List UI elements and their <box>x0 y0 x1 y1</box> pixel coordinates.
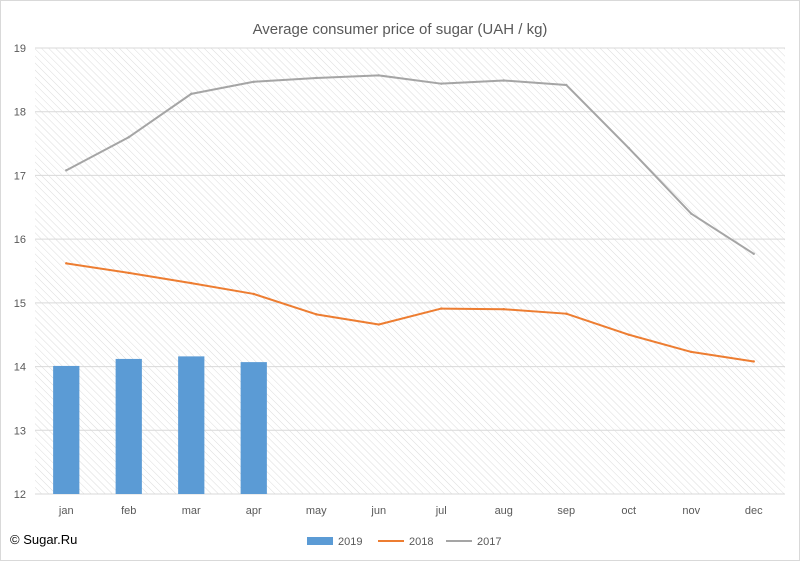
point-2018 <box>565 312 568 315</box>
point-2017 <box>315 76 318 80</box>
point-2017 <box>627 146 630 150</box>
bar-2019 <box>115 358 142 494</box>
point-2017 <box>440 82 443 85</box>
credit-text: © Sugar.Ru <box>10 532 78 547</box>
x-tick-label: dec <box>745 505 763 517</box>
point-2017 <box>252 80 255 83</box>
point-2018 <box>252 292 255 296</box>
y-tick-label: 15 <box>14 298 26 310</box>
x-axis-ticks: jan feb mar apr may jun jul aug sep oct nov dec <box>58 505 763 517</box>
y-tick-label: 17 <box>14 170 26 182</box>
line-2017 <box>65 74 755 255</box>
bar-2019 <box>53 365 80 494</box>
x-tick-label: jan <box>58 505 74 517</box>
x-tick-label: jun <box>370 505 386 517</box>
legend-label-2017: 2017 <box>477 536 501 548</box>
x-tick-label: nov <box>682 505 700 517</box>
point-2017 <box>190 92 193 96</box>
point-2017 <box>752 252 755 255</box>
point-2018 <box>690 350 693 354</box>
bar-series <box>53 356 267 494</box>
y-tick-label: 16 <box>14 234 26 246</box>
line-2018 <box>66 262 754 363</box>
x-tick-label: mar <box>182 505 201 517</box>
chart-title: Average consumer price of sugar (UAH / k… <box>253 21 548 38</box>
point-2018 <box>65 262 68 265</box>
gridlines <box>35 47 785 495</box>
point-2018 <box>315 313 318 316</box>
legend-label-2019: 2019 <box>338 536 362 548</box>
y-tick-label: 19 <box>14 43 26 55</box>
legend-label-2018: 2018 <box>409 536 433 548</box>
x-tick-label: feb <box>121 505 136 517</box>
point-2018 <box>627 333 630 336</box>
point-2017 <box>565 83 568 87</box>
x-tick-label: jul <box>435 505 447 517</box>
plot-area <box>35 48 785 494</box>
y-axis-ticks: 12 13 14 15 16 17 18 19 <box>14 43 26 501</box>
point-2017 <box>502 79 505 82</box>
point-2018 <box>502 308 505 311</box>
point-2018 <box>440 307 443 310</box>
point-2017 <box>65 169 68 172</box>
legend: 2019 2018 2017 <box>307 536 501 548</box>
point-2018 <box>377 323 380 326</box>
y-tick-label: 14 <box>14 362 26 374</box>
legend-swatch-2019 <box>307 537 333 545</box>
point-2017 <box>127 136 130 139</box>
x-tick-label: aug <box>495 505 513 517</box>
x-tick-label: sep <box>557 505 575 517</box>
point-2018 <box>190 281 193 285</box>
point-2017 <box>690 212 693 215</box>
point-2017 <box>377 74 380 77</box>
line-series <box>65 74 755 363</box>
x-tick-label: may <box>306 505 327 517</box>
x-tick-label: oct <box>621 505 636 517</box>
y-tick-label: 13 <box>14 425 26 437</box>
bar-2019 <box>240 362 267 494</box>
point-2018 <box>752 360 755 363</box>
y-tick-label: 18 <box>14 107 26 119</box>
point-2018 <box>127 271 130 275</box>
x-tick-label: apr <box>246 505 262 517</box>
y-tick-label: 12 <box>14 489 26 501</box>
bar-2019 <box>178 356 205 494</box>
